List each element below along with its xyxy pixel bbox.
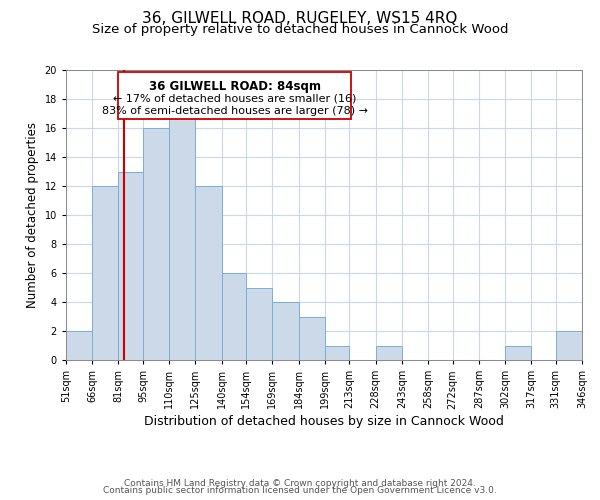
Bar: [246, 288, 272, 360]
FancyBboxPatch shape: [118, 72, 351, 118]
Bar: [556, 331, 582, 360]
Bar: [325, 346, 349, 360]
Y-axis label: Number of detached properties: Number of detached properties: [26, 122, 39, 308]
Text: 36, GILWELL ROAD, RUGELEY, WS15 4RQ: 36, GILWELL ROAD, RUGELEY, WS15 4RQ: [142, 11, 458, 26]
Bar: [505, 346, 531, 360]
X-axis label: Distribution of detached houses by size in Cannock Wood: Distribution of detached houses by size …: [144, 416, 504, 428]
Bar: [143, 128, 169, 360]
Text: 36 GILWELL ROAD: 84sqm: 36 GILWELL ROAD: 84sqm: [149, 80, 321, 93]
Text: Contains HM Land Registry data © Crown copyright and database right 2024.: Contains HM Land Registry data © Crown c…: [124, 478, 476, 488]
Bar: [118, 172, 143, 360]
Bar: [196, 186, 221, 360]
Bar: [272, 302, 299, 360]
Text: Contains public sector information licensed under the Open Government Licence v3: Contains public sector information licen…: [103, 486, 497, 495]
Bar: [169, 114, 196, 360]
Text: Size of property relative to detached houses in Cannock Wood: Size of property relative to detached ho…: [92, 22, 508, 36]
Bar: [376, 346, 402, 360]
Bar: [92, 186, 118, 360]
Bar: [299, 316, 325, 360]
Bar: [66, 331, 92, 360]
Text: ← 17% of detached houses are smaller (16): ← 17% of detached houses are smaller (16…: [113, 93, 356, 103]
Bar: [221, 273, 246, 360]
Text: 83% of semi-detached houses are larger (78) →: 83% of semi-detached houses are larger (…: [102, 106, 368, 116]
